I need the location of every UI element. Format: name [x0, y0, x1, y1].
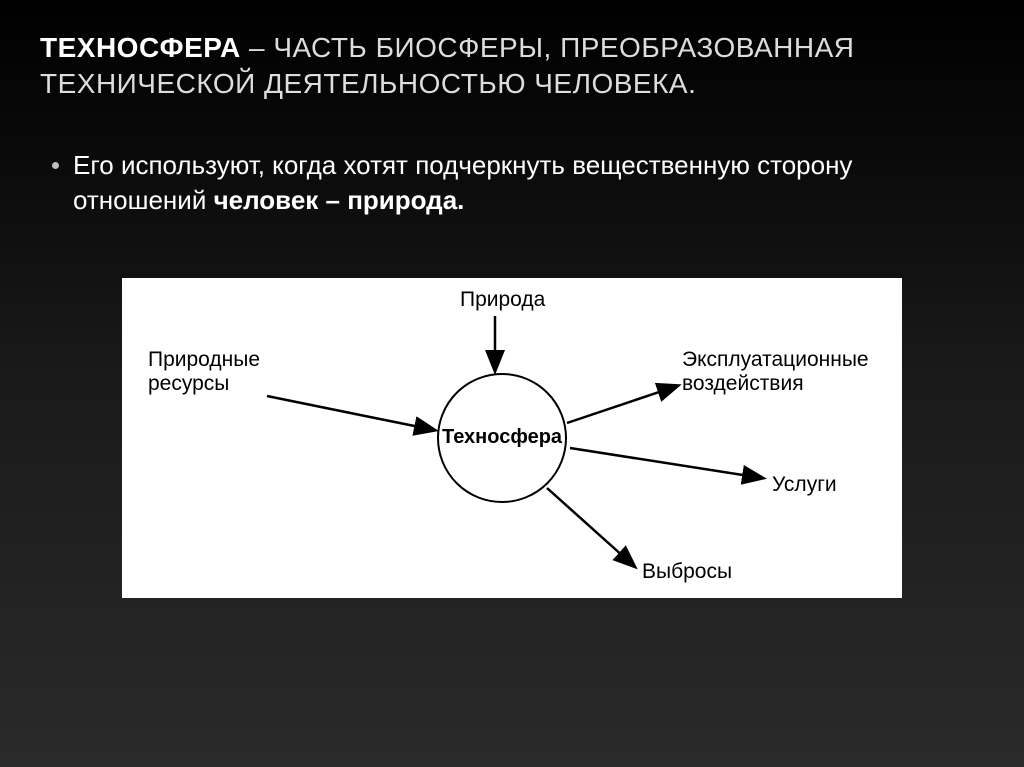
diagram-arrow [547, 488, 634, 566]
diagram-node-nature: Природа [460, 288, 545, 312]
bullet-dot-icon [52, 162, 59, 169]
diagram-arrow [570, 448, 762, 478]
title-keyword: ТЕХНОСФЕРА [40, 32, 241, 63]
diagram-container: Техносфера Природа Природныересурсы Эксплу… [40, 278, 984, 598]
diagram-node-emissions: Выбросы [642, 560, 732, 584]
bullet-text: Его используют, когда хотят подчеркнуть … [73, 148, 984, 218]
slide-title: ТЕХНОСФЕРА – ЧАСТЬ БИОСФЕРЫ, ПРЕОБРАЗОВА… [40, 30, 984, 103]
diagram-node-services: Услуги [772, 473, 837, 497]
diagram-node-exploit: Эксплуатационныевоздействия [682, 348, 869, 396]
diagram-arrow [267, 396, 434, 430]
diagram-center-label: Техносфера [442, 426, 562, 449]
technosphere-diagram: Техносфера Природа Природныересурсы Эксплу… [122, 278, 902, 598]
diagram-node-resources: Природныересурсы [148, 348, 260, 396]
diagram-arrow [567, 386, 677, 423]
bullet-item: Его используют, когда хотят подчеркнуть … [40, 148, 984, 218]
bullet-text-bold: человек – природа. [214, 185, 465, 215]
diagram-center-node: Техносфера [437, 373, 567, 503]
